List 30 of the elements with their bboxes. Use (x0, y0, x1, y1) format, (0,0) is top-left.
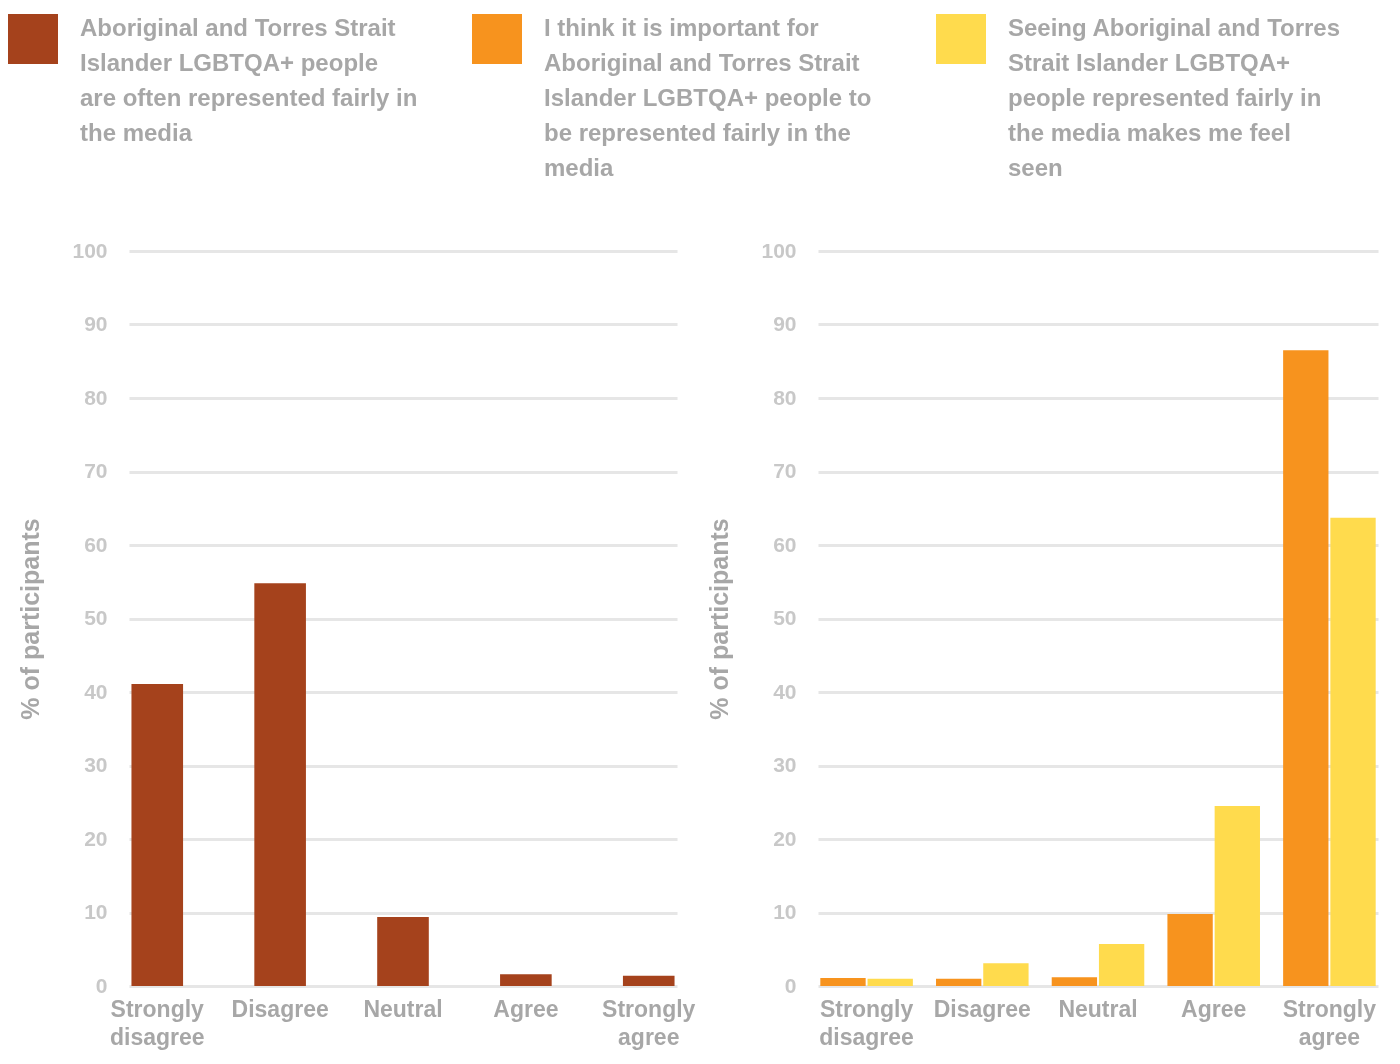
y-axis-title: % of participants (16, 518, 45, 720)
bar (1214, 805, 1260, 986)
bar (254, 583, 306, 986)
legend-label: Seeing Aboriginal and Torres Strait Islander LGBTQA+ people represented fairly in the media makes me feel seen (1008, 13, 1342, 183)
legend-label: Aboriginal and Torres Strait Islander LGBTQA+ people are often represented fairly in the media (80, 13, 419, 148)
x-tick-label: Neutral (363, 995, 443, 1022)
x-tick-label: Disagree (933, 995, 1031, 1022)
bar (500, 974, 552, 986)
x-tick-label: Strongly agree (1282, 995, 1377, 1050)
bar (936, 978, 982, 986)
x-tick-label: Strongly disagree (819, 995, 914, 1050)
bar (1051, 977, 1098, 986)
bar (867, 978, 913, 986)
legend-label: I think it is important for Aboriginal and Torres Strait Islander LGBTQA+ people to be represented fairly in the media (544, 13, 873, 183)
bar (1283, 350, 1329, 986)
bar (131, 683, 184, 986)
bar (1098, 944, 1145, 986)
bar (622, 975, 675, 986)
y-axis-title: % of participants (705, 518, 734, 720)
x-tick-label: Disagree (231, 995, 329, 1022)
bar (820, 977, 866, 986)
x-tick-label: Agree (493, 995, 559, 1022)
x-tick-label: Neutral (1058, 995, 1138, 1022)
x-tick-label: Strongly agree (602, 995, 696, 1050)
bar (983, 963, 1029, 986)
bar (1167, 913, 1213, 986)
bar (1330, 517, 1376, 986)
x-tick-label: Strongly disagree (109, 995, 205, 1050)
bar (377, 916, 429, 986)
x-tick-label: Agree (1181, 995, 1247, 1022)
